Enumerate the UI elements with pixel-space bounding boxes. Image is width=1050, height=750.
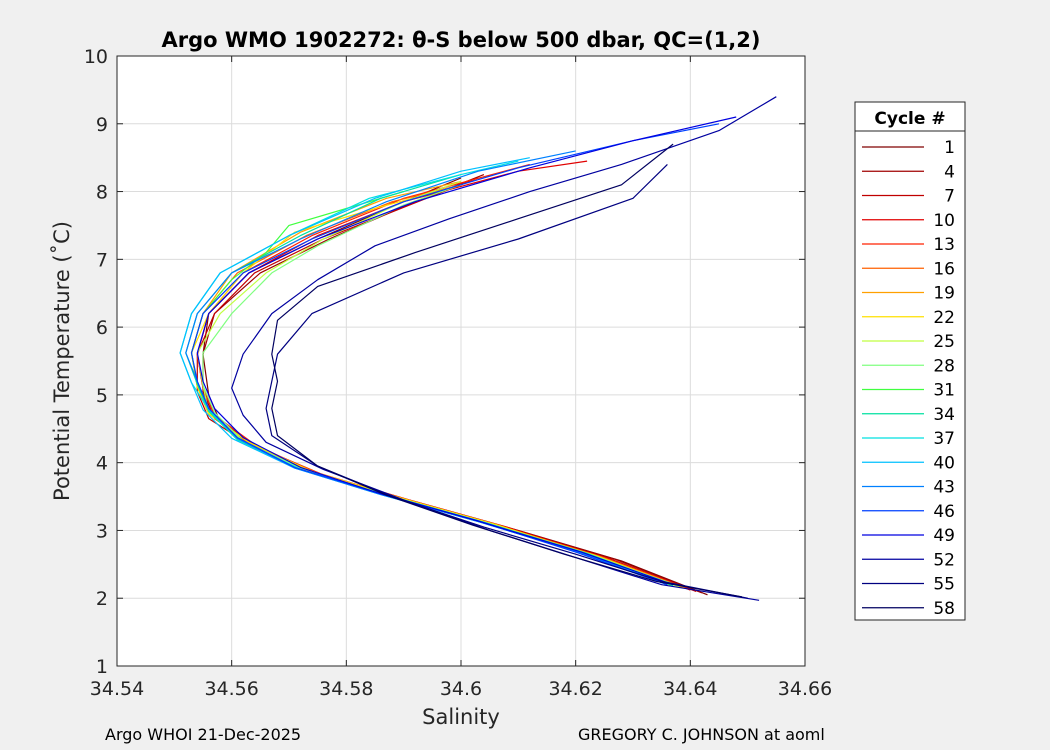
x-tick-label: 34.54 xyxy=(90,678,144,700)
series-lines xyxy=(179,96,777,601)
x-axis-label: Salinity xyxy=(422,705,500,729)
axis-ticks: 34.54 34.56 34.58 34.6 34.62 34.64 34.66 1 2 3 4 5 6… xyxy=(84,46,832,700)
legend-label-cycle-16: 16 xyxy=(933,259,955,279)
legend-label-cycle-31: 31 xyxy=(933,381,955,401)
x-tick-label: 34.66 xyxy=(778,678,832,700)
y-tick-label: 1 xyxy=(96,656,108,678)
legend-label-cycle-4: 4 xyxy=(944,162,955,182)
x-tick-label: 34.56 xyxy=(204,678,258,700)
legend-label-cycle-19: 19 xyxy=(933,284,955,304)
legend-box xyxy=(854,101,966,621)
chart-title: Argo WMO 1902272: θ-S below 500 dbar, QC… xyxy=(162,28,761,52)
legend-label-cycle-52: 52 xyxy=(933,550,955,570)
footer-left: Argo WHOI 21-Dec-2025 xyxy=(105,725,302,744)
y-tick-label: 3 xyxy=(96,520,108,542)
x-tick-label: 34.62 xyxy=(548,678,602,700)
legend-label-cycle-34: 34 xyxy=(933,405,955,425)
legend-label-cycle-43: 43 xyxy=(933,478,955,498)
y-tick-label: 9 xyxy=(96,114,108,136)
series-line-cycle-55 xyxy=(265,163,748,599)
y-tick-label: 4 xyxy=(96,453,108,475)
series-line-cycle-58 xyxy=(271,143,743,598)
x-tick-label: 34.6 xyxy=(440,678,482,700)
legend-label-cycle-1: 1 xyxy=(944,138,955,158)
legend-label-cycle-49: 49 xyxy=(933,526,955,546)
legend-label-cycle-22: 22 xyxy=(933,308,955,328)
x-tick-label: 34.58 xyxy=(319,678,373,700)
legend-label-cycle-46: 46 xyxy=(933,502,955,522)
y-tick-label: 8 xyxy=(96,182,108,204)
legend-label-cycle-55: 55 xyxy=(933,575,955,595)
legend-label-cycle-37: 37 xyxy=(933,429,955,449)
y-tick-label: 5 xyxy=(96,385,108,407)
y-tick-label: 6 xyxy=(96,317,108,339)
legend-label-cycle-10: 10 xyxy=(933,211,955,231)
legend-label-cycle-13: 13 xyxy=(933,235,955,255)
y-tick-label: 10 xyxy=(84,46,108,68)
legend-title: Cycle # xyxy=(874,109,945,129)
legend-label-cycle-58: 58 xyxy=(933,599,955,619)
legend-label-cycle-7: 7 xyxy=(944,187,955,207)
legend: Cycle # 1 4 7 10 13 16 19 22 25 28 31 34 37 40 43 46 49 5… xyxy=(854,101,966,621)
x-tick-label: 34.64 xyxy=(663,678,717,700)
legend-label-cycle-40: 40 xyxy=(933,453,955,473)
series-line-cycle-49 xyxy=(196,116,737,586)
y-axis-label: Potential Temperature (˚C) xyxy=(50,221,74,501)
y-tick-label: 7 xyxy=(96,249,108,271)
legend-label-cycle-28: 28 xyxy=(933,356,955,376)
legend-label-cycle-25: 25 xyxy=(933,332,955,352)
y-tick-label: 2 xyxy=(96,588,108,610)
footer-right: GREGORY C. JOHNSON at aoml xyxy=(578,725,825,744)
legend-items: 1 4 7 10 13 16 19 22 25 28 31 34 37 40 43 46 49 52 55 58 xyxy=(862,138,955,619)
